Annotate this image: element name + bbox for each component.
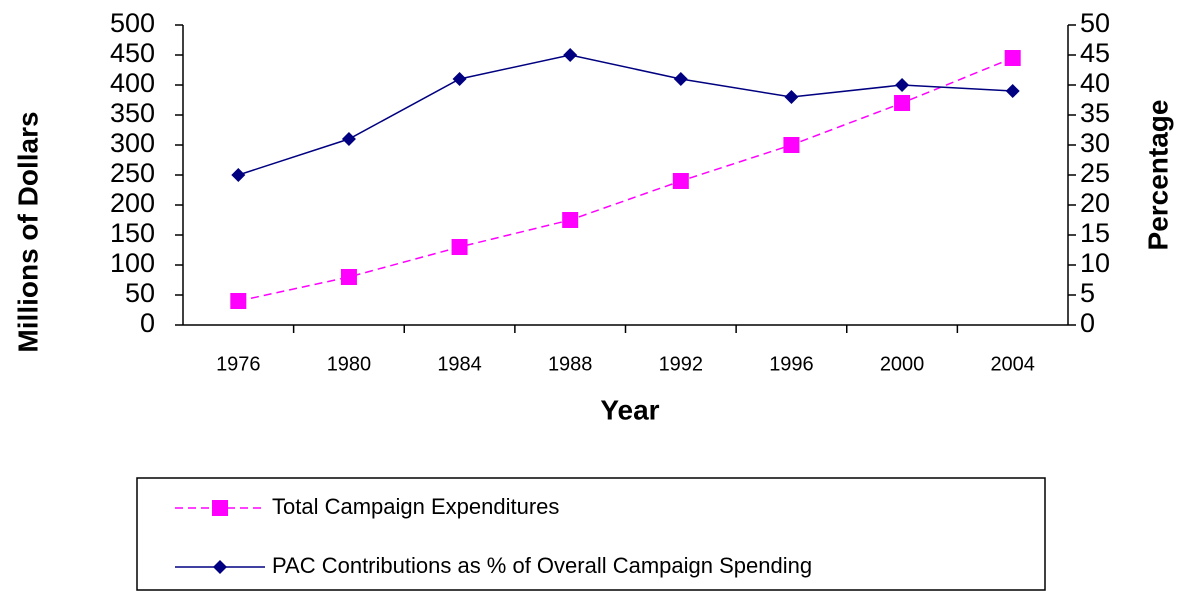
point [673, 72, 688, 86]
series-line [238, 57, 1013, 302]
point [563, 48, 578, 62]
y-axis-title: Millions of Dollars [12, 111, 43, 352]
x-axis-title: Year [600, 394, 659, 425]
x-tick-label: 1980 [327, 353, 372, 375]
point [451, 239, 468, 255]
x-tick-label: 1996 [769, 353, 814, 375]
x-tick-label: 1992 [659, 353, 704, 375]
point [672, 173, 689, 189]
y2-tick-label: 10 [1080, 248, 1110, 278]
y-tick-label: 400 [110, 68, 155, 98]
legend-marker [212, 500, 228, 516]
y-tick-label: 450 [110, 38, 155, 68]
point [1005, 84, 1020, 98]
x-tick-label: 2004 [990, 353, 1035, 375]
legend-label: PAC Contributions as % of Overall Campai… [272, 553, 812, 578]
x-tick-label: 1984 [437, 353, 482, 375]
y-tick-label: 200 [110, 188, 155, 218]
y2-tick-label: 20 [1080, 188, 1110, 218]
point [894, 95, 911, 111]
x-tick-label: 1988 [548, 353, 593, 375]
y-tick-label: 100 [110, 248, 155, 278]
point [340, 269, 357, 285]
y2-tick-label: 35 [1080, 98, 1110, 128]
y2-tick-label: 5 [1080, 278, 1095, 308]
legend-marker [213, 560, 227, 574]
point [783, 137, 800, 153]
y2-tick-label: 45 [1080, 38, 1110, 68]
point [784, 90, 799, 104]
series-line [238, 54, 1013, 176]
x-tick-label: 1976 [216, 353, 261, 375]
point [562, 212, 579, 228]
y2-tick-label: 40 [1080, 68, 1110, 98]
point [230, 293, 247, 309]
y-tick-label: 0 [140, 308, 155, 338]
y-tick-label: 300 [110, 128, 155, 158]
point [1004, 50, 1021, 66]
y2-tick-label: 30 [1080, 128, 1110, 158]
point [341, 132, 356, 146]
x-tick-label: 2000 [880, 353, 925, 375]
point [231, 168, 246, 182]
point [895, 78, 910, 92]
y2-axis-title: Percentage [1142, 100, 1173, 251]
y-tick-label: 250 [110, 158, 155, 188]
legend-box [136, 477, 1046, 591]
y2-tick-label: 0 [1080, 308, 1095, 338]
y2-tick-label: 50 [1080, 8, 1110, 38]
point [452, 72, 467, 86]
y-tick-label: 500 [110, 8, 155, 38]
y-tick-label: 350 [110, 98, 155, 128]
legend-label: Total Campaign Expenditures [272, 494, 559, 519]
y-tick-label: 150 [110, 218, 155, 248]
y2-tick-label: 15 [1080, 218, 1110, 248]
y-tick-label: 50 [125, 278, 155, 308]
y2-tick-label: 25 [1080, 158, 1110, 188]
